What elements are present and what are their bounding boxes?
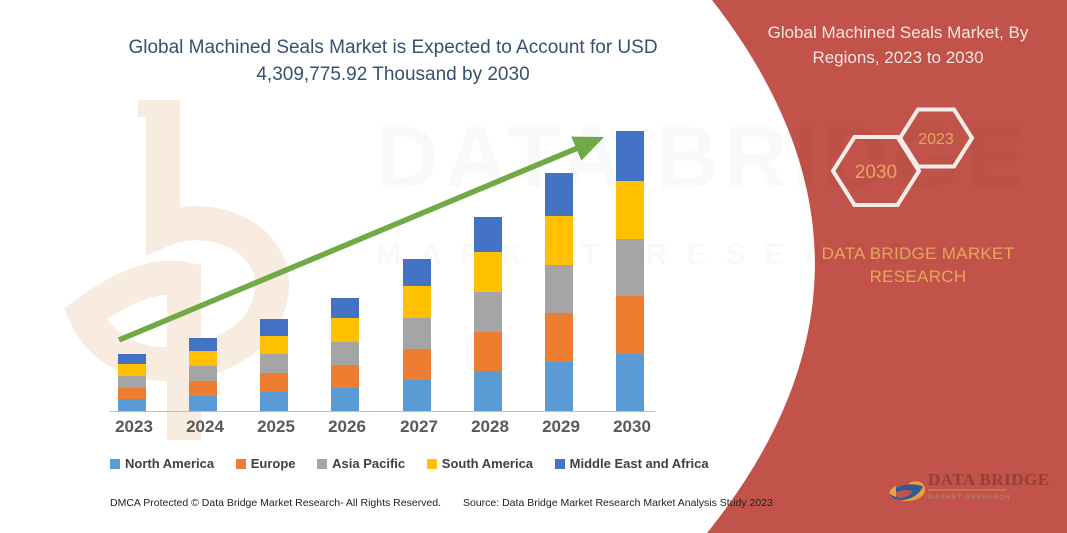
svg-text:DATA BRIDGE: DATA BRIDGE xyxy=(928,470,1050,489)
svg-text:2023: 2023 xyxy=(918,131,954,148)
svg-text:2030: 2030 xyxy=(855,162,897,183)
svg-text:MARKET RESEARCH: MARKET RESEARCH xyxy=(928,494,1011,501)
